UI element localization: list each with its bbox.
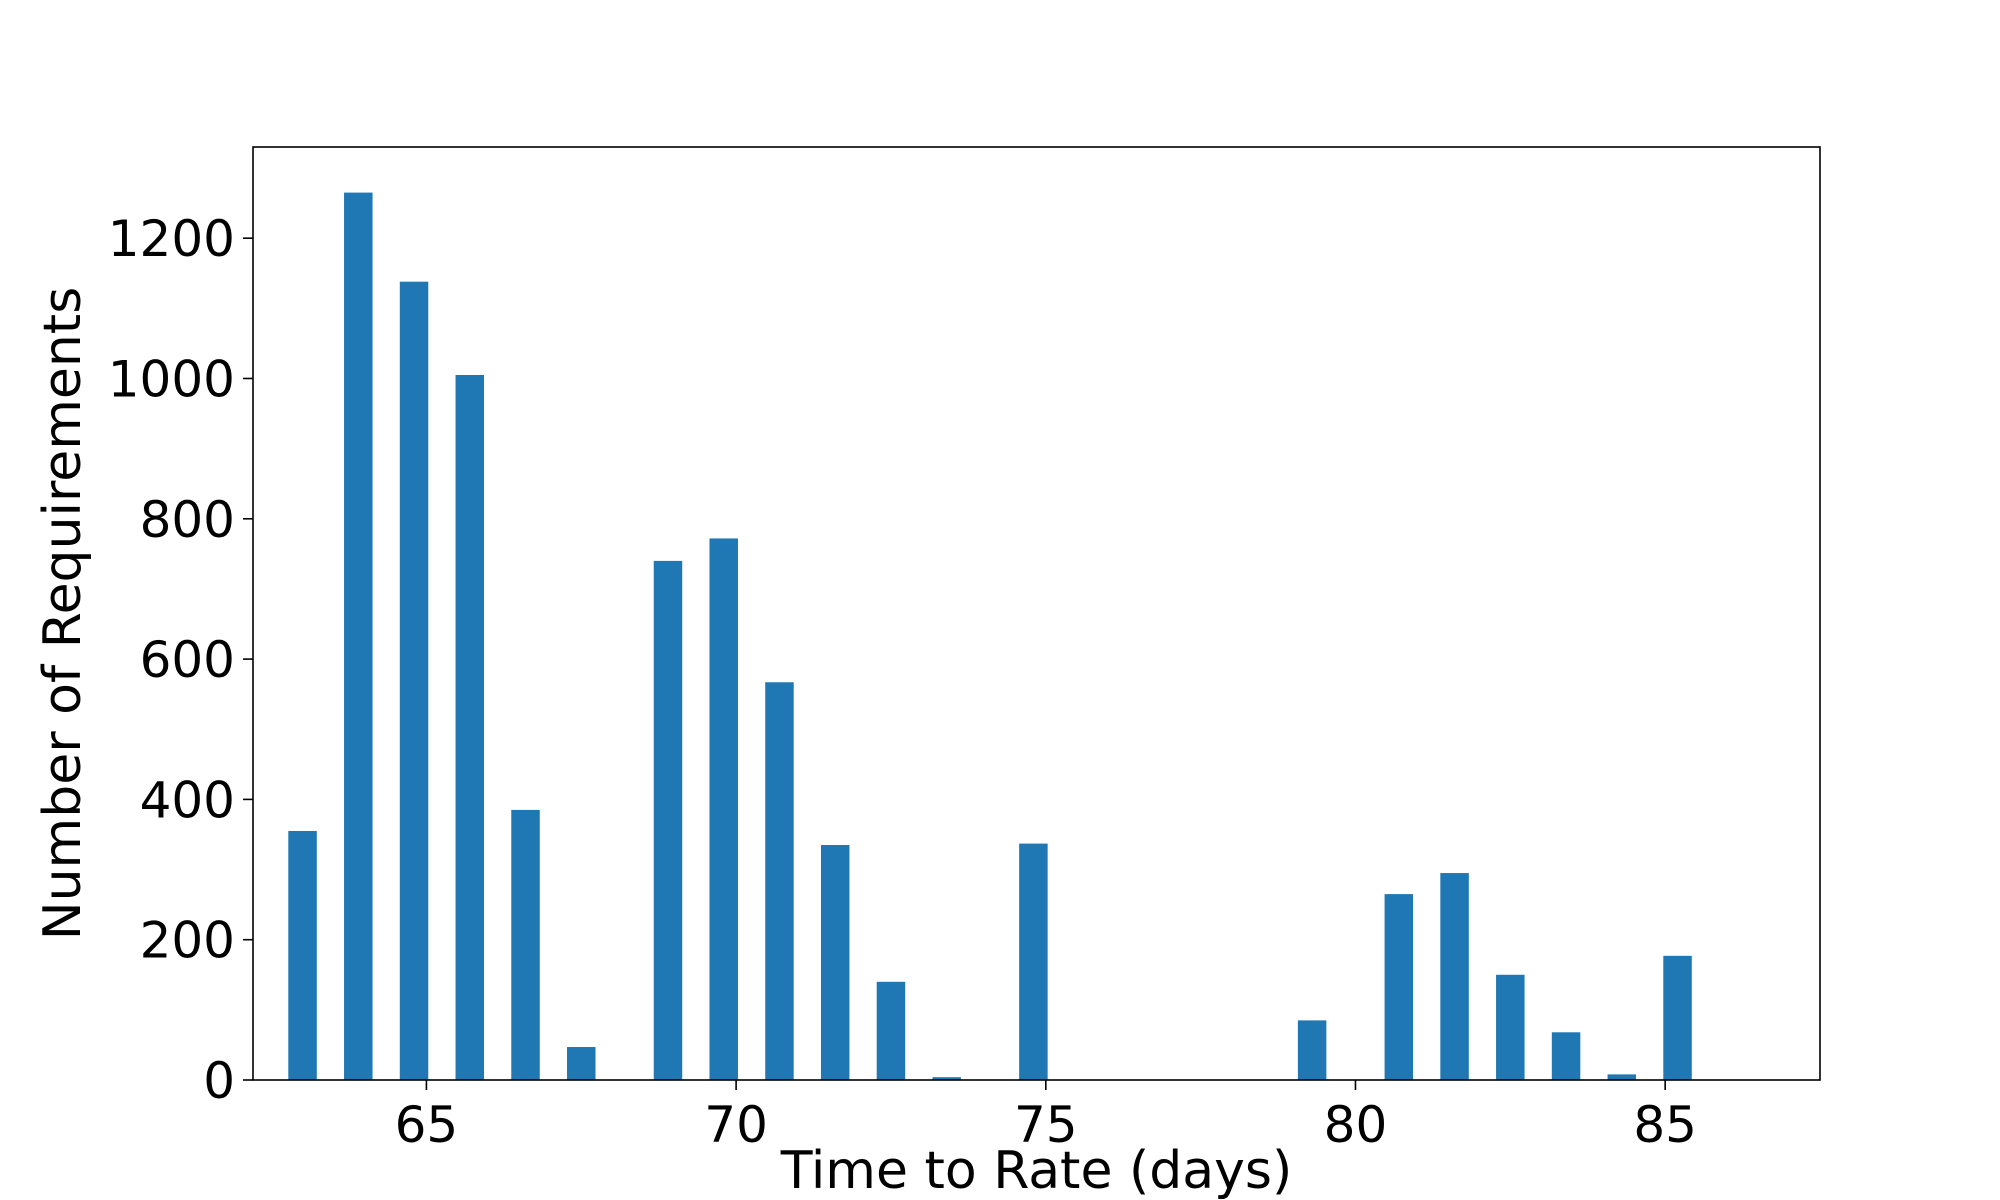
bar-17 (1551, 1032, 1581, 1080)
x-tick-label: 80 (1324, 1096, 1388, 1154)
bar-8 (765, 682, 794, 1080)
bars-group (288, 192, 1692, 1080)
bar-3 (455, 374, 485, 1080)
plot-frame (252, 146, 1821, 1081)
y-tick-label: 0 (203, 1052, 235, 1110)
x-tick-label: 65 (395, 1096, 459, 1154)
bar-19 (1663, 955, 1692, 1080)
bar-7 (709, 538, 738, 1080)
bar-14 (1384, 894, 1414, 1080)
bar-13 (1297, 1020, 1327, 1080)
x-axis: 65 70 75 80 85 (395, 1080, 1697, 1154)
y-tick-label: 1000 (108, 350, 235, 408)
bar-15 (1440, 873, 1469, 1080)
bar-6 (653, 560, 683, 1080)
y-tick-label: 400 (140, 771, 235, 829)
y-axis: 0 200 400 600 800 1000 1200 (108, 210, 253, 1110)
bar-4 (511, 809, 540, 1080)
x-axis-label: Time to Rate (days) (780, 1141, 1293, 1200)
x-tick-label: 85 (1633, 1096, 1697, 1154)
bar-16 (1496, 974, 1525, 1080)
y-tick-label: 200 (140, 912, 235, 970)
y-axis-label: Number of Requirements (33, 287, 93, 941)
bar-12 (1019, 843, 1048, 1080)
x-tick-label: 75 (1014, 1096, 1078, 1154)
bar-18 (1607, 1074, 1637, 1080)
y-tick-label: 1200 (108, 210, 235, 268)
bar-5 (567, 1047, 596, 1080)
bar-10 (876, 981, 906, 1080)
bar-2 (399, 281, 429, 1080)
bar-11 (932, 1077, 961, 1080)
y-tick-label: 800 (140, 491, 235, 549)
bar-0 (288, 830, 317, 1080)
y-tick-label: 600 (140, 631, 235, 689)
x-tick-label: 70 (704, 1096, 768, 1154)
bar-1 (344, 192, 373, 1080)
bar-9 (820, 844, 850, 1080)
